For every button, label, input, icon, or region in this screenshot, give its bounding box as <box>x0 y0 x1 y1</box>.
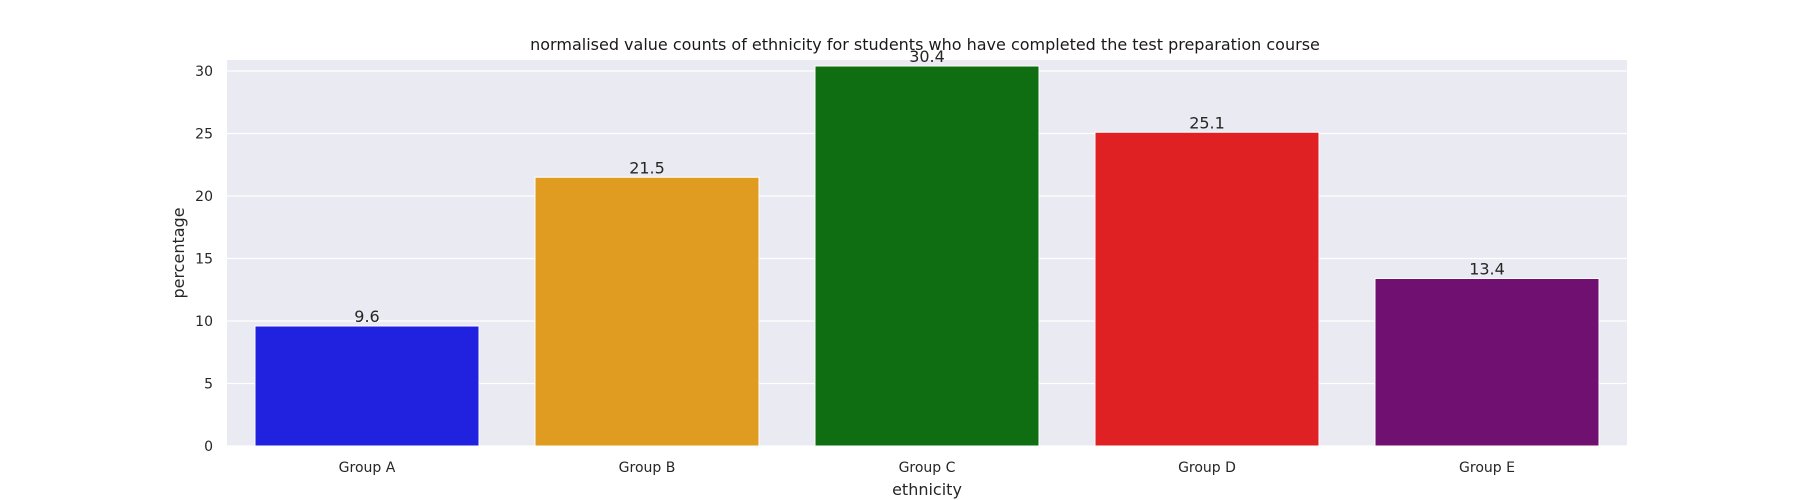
data-labels: 9.6 21.5 30.4 25.1 13.4 <box>354 47 1505 326</box>
data-label: 13.4 <box>1469 260 1505 279</box>
data-label: 9.6 <box>354 307 379 326</box>
data-label: 21.5 <box>629 158 665 177</box>
y-axis-label: percentage <box>169 207 188 298</box>
data-label: 25.1 <box>1189 113 1225 132</box>
x-tick-label: Group B <box>619 460 676 476</box>
y-axis-ticks: 0 5 10 15 20 25 30 <box>195 64 213 455</box>
chart-title: normalised value counts of ethnicity for… <box>530 35 1320 54</box>
bar-group-c <box>814 65 1040 447</box>
y-tick-label: 30 <box>195 64 213 80</box>
data-label: 30.4 <box>909 47 945 66</box>
y-tick-label: 10 <box>195 314 213 330</box>
x-tick-label: Group C <box>899 460 956 476</box>
x-tick-label: Group D <box>1178 460 1236 476</box>
x-axis-ticks: Group A Group B Group C Group D Group E <box>339 460 1515 476</box>
x-tick-label: Group A <box>339 460 396 476</box>
bar-group-d <box>1094 131 1320 447</box>
bar-group-a <box>254 325 480 447</box>
bars <box>254 65 1600 447</box>
y-tick-label: 25 <box>195 127 213 143</box>
y-tick-label: 20 <box>195 189 213 205</box>
x-axis-label: ethnicity <box>892 480 962 499</box>
x-tick-label: Group E <box>1459 460 1515 476</box>
bar-group-e <box>1374 278 1600 447</box>
y-tick-label: 5 <box>204 377 213 393</box>
bar-group-b <box>534 176 760 447</box>
y-tick-label: 15 <box>195 252 213 268</box>
y-tick-label: 0 <box>204 439 213 455</box>
